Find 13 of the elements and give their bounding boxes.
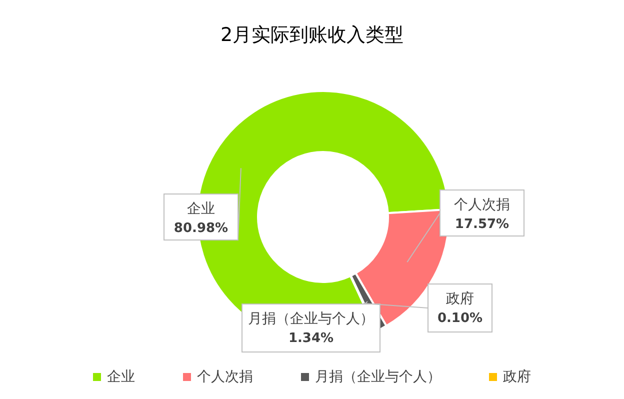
legend-label: 企业 — [106, 368, 135, 386]
data-label: 1.34% — [288, 331, 334, 346]
legend-label: 月捐（企业与个人） — [314, 368, 441, 386]
slice-label: 月捐（企业与个人） — [248, 311, 374, 327]
data-label: 80.98% — [174, 221, 228, 236]
data-label: 17.57% — [454, 217, 510, 232]
slice-label: 政府 — [446, 291, 474, 307]
chart-title: 2月实际到账收入类型 — [219, 23, 405, 46]
data-label: 0.10% — [437, 311, 483, 326]
slice-label: 企业 — [187, 201, 215, 217]
slice-label: 个人次捐 — [454, 197, 510, 213]
legend-label: 政府 — [502, 368, 531, 386]
legend-label: 个人次捐 — [196, 368, 253, 386]
